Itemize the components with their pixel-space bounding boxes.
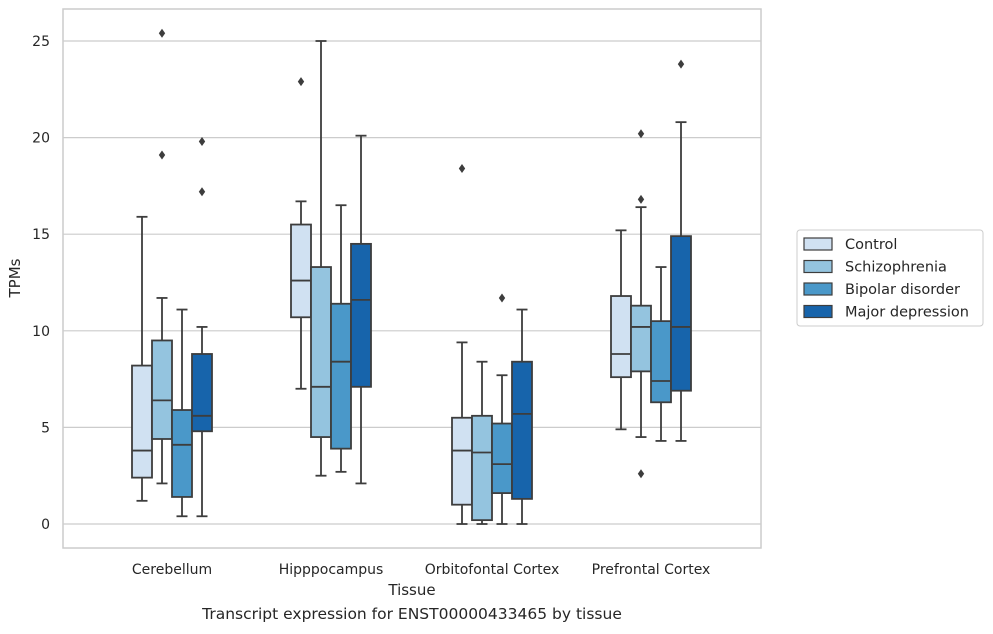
plot-area-frame xyxy=(62,8,762,549)
outlier-point xyxy=(637,129,645,139)
y-axis-ticks: 0 5 10 15 20 25 xyxy=(32,34,50,533)
box-iqr xyxy=(171,409,193,498)
outlier-point xyxy=(677,59,685,69)
box-iqr xyxy=(310,266,332,438)
x-tick-label: Prefrontal Cortex xyxy=(592,562,711,578)
x-axis-label: Tissue xyxy=(387,581,435,599)
box-iqr xyxy=(451,416,473,506)
y-tick-label: 20 xyxy=(32,131,50,147)
box-iqr xyxy=(630,304,652,373)
legend-swatch xyxy=(803,282,833,296)
outlier-point xyxy=(458,164,466,174)
outlier-point xyxy=(158,28,166,38)
chart-caption: Transcript expression for ENST0000043346… xyxy=(202,605,622,623)
box-iqr xyxy=(511,360,533,500)
box-iqr xyxy=(151,339,173,440)
x-tick-label: Cerebellum xyxy=(132,562,212,578)
outlier-point xyxy=(637,469,645,479)
legend-label: Schizophrenia xyxy=(845,260,947,276)
box-schizophrenia xyxy=(310,40,332,477)
outlier-point xyxy=(498,293,506,303)
box-bipolar-disorder xyxy=(171,308,193,518)
legend-frame xyxy=(796,229,984,327)
x-axis-ticks: Cerebellum Hipppocampus Orbitofontal Corte… xyxy=(132,562,710,578)
box-major-depression xyxy=(511,308,533,525)
box-bipolar-disorder xyxy=(491,293,513,525)
legend-swatch xyxy=(803,304,833,319)
legend: Control Schizophrenia Bipolar disorder Majo… xyxy=(796,229,984,327)
box-iqr xyxy=(610,295,632,379)
outlier-point xyxy=(158,150,166,160)
y-tick-label: 10 xyxy=(32,324,50,340)
box-control xyxy=(451,164,473,525)
box-control xyxy=(131,215,153,502)
outlier-point xyxy=(198,187,206,197)
box-bipolar-disorder xyxy=(650,266,672,442)
box-iqr xyxy=(650,320,672,404)
box-major-depression xyxy=(191,136,213,518)
legend-label: Bipolar disorder xyxy=(845,282,960,298)
box-bipolar-disorder xyxy=(330,204,352,473)
box-schizophrenia xyxy=(151,28,173,485)
box-iqr xyxy=(191,353,213,433)
legend-label: Major depression xyxy=(845,305,969,321)
box-major-depression xyxy=(670,59,692,442)
grid-lines xyxy=(63,40,761,525)
box-plot-series xyxy=(131,28,692,525)
box-iqr xyxy=(491,422,513,494)
box-major-depression xyxy=(350,134,372,485)
x-tick-label: Hipppocampus xyxy=(279,562,384,578)
y-axis-label: TPMs xyxy=(6,258,24,298)
box-schizophrenia xyxy=(630,129,652,479)
box-iqr xyxy=(670,235,692,392)
box-iqr xyxy=(471,414,493,522)
legend-swatch xyxy=(803,259,833,274)
outlier-point xyxy=(198,136,206,146)
box-iqr xyxy=(131,364,153,479)
legend-label: Control xyxy=(845,237,897,253)
y-tick-label: 25 xyxy=(32,34,50,50)
y-tick-label: 0 xyxy=(41,517,50,533)
x-tick-label: Orbitofontal Cortex xyxy=(425,562,560,578)
box-iqr xyxy=(330,302,352,450)
outlier-point xyxy=(297,77,305,87)
y-tick-label: 5 xyxy=(41,420,50,436)
box-schizophrenia xyxy=(471,360,493,525)
outlier-point xyxy=(637,194,645,204)
box-control xyxy=(290,77,312,390)
box-iqr xyxy=(290,223,312,319)
legend-swatch xyxy=(803,237,833,251)
box-iqr xyxy=(350,242,372,388)
box-control xyxy=(610,229,632,431)
y-tick-label: 15 xyxy=(32,227,50,243)
